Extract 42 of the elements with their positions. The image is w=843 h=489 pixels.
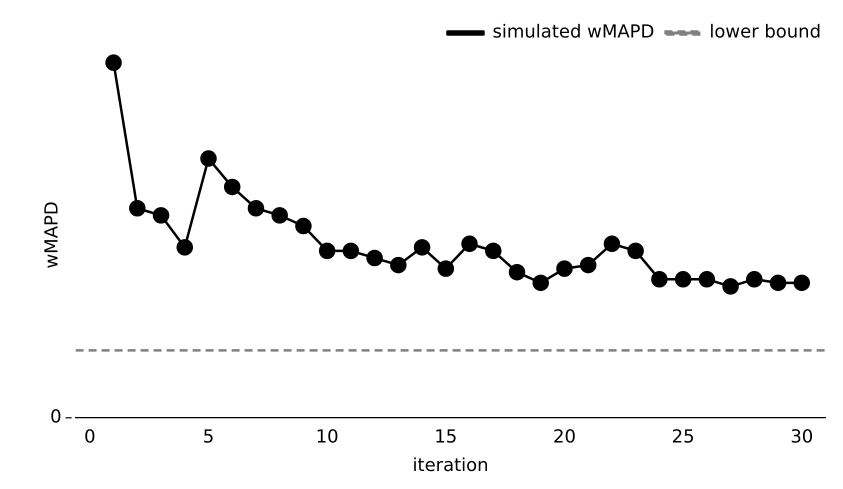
x-tick-label: 30 [790, 426, 814, 448]
x-tick-label: 15 [434, 426, 458, 448]
x-tick-label: 20 [553, 426, 576, 448]
x-tick-label: 25 [672, 426, 695, 448]
point [651, 271, 668, 288]
point [580, 256, 596, 274]
point [770, 274, 786, 292]
point [248, 200, 264, 217]
legend-label: simulated wMAPD [492, 22, 654, 43]
point [674, 271, 692, 288]
point [295, 218, 312, 234]
point [556, 260, 573, 277]
x-tick-label: 10 [316, 426, 339, 448]
y-axis-title: wMAPD [41, 201, 62, 269]
point [224, 178, 240, 196]
point [390, 256, 407, 274]
point [438, 260, 454, 277]
point [698, 271, 716, 288]
point [532, 274, 549, 292]
point [627, 242, 644, 260]
point [200, 150, 217, 167]
point [129, 200, 146, 217]
point [508, 264, 526, 280]
point [746, 271, 763, 288]
point [794, 274, 810, 292]
point [722, 278, 739, 295]
text: 0 [50, 406, 62, 428]
point [318, 242, 336, 260]
point [105, 54, 122, 71]
point [604, 236, 620, 252]
x-axis-title: iteration [412, 454, 489, 476]
legend-label: lower bound [709, 22, 822, 43]
point [485, 242, 502, 260]
point [176, 239, 194, 256]
point [366, 250, 383, 266]
x-tick-label: 0 [84, 426, 96, 448]
point [271, 207, 288, 224]
point [342, 242, 360, 260]
point [461, 236, 478, 252]
point [152, 207, 170, 224]
point [414, 239, 430, 256]
x-tick-label: 5 [202, 426, 214, 448]
